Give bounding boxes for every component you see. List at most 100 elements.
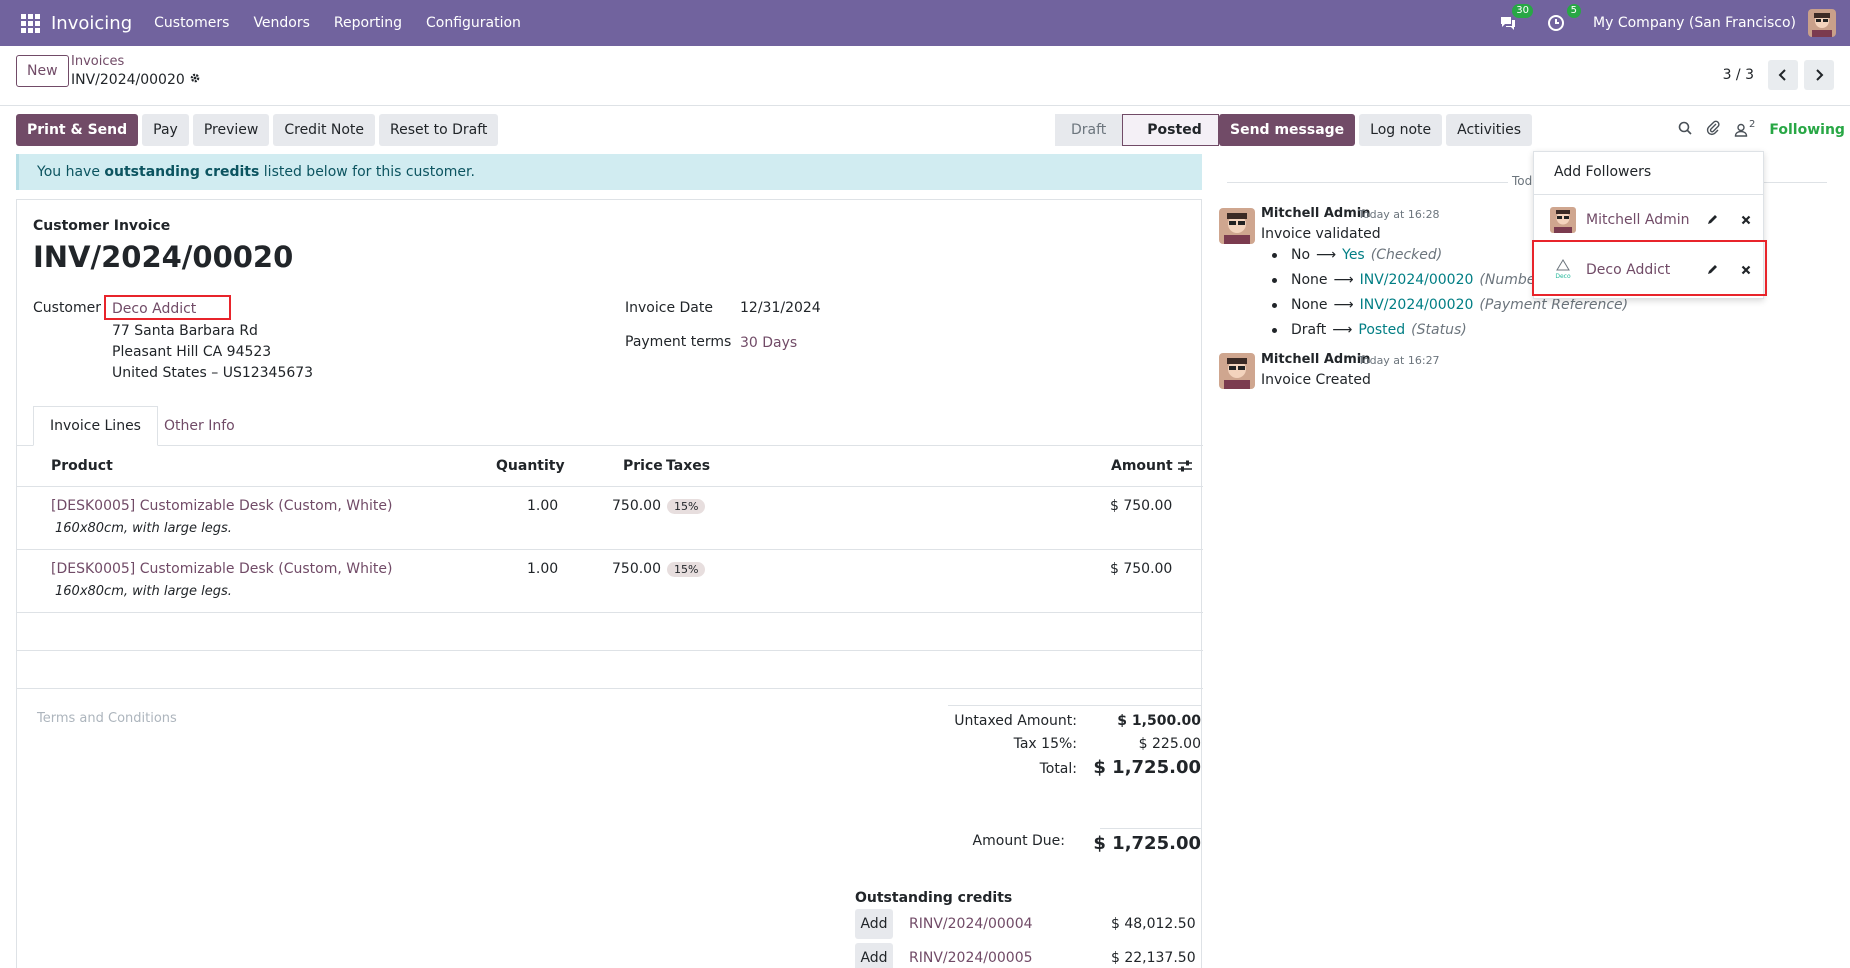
activity-clock-icon[interactable]: 5 [1545, 4, 1582, 34]
follower-name[interactable]: Mitchell Admin [1586, 212, 1690, 228]
menu-vendors[interactable]: Vendors [253, 15, 310, 31]
tracking-old: No [1291, 247, 1311, 263]
line-1-quantity[interactable]: 1.00 [527, 498, 559, 514]
line-1-amount: $ 750.00 [1110, 498, 1173, 514]
status-bar: Draft Posted [1055, 114, 1219, 146]
message-author-avatar[interactable] [1219, 208, 1255, 244]
credit-note-button[interactable]: Credit Note [273, 114, 376, 146]
tab-invoice-lines[interactable]: Invoice Lines [33, 406, 158, 446]
amount-due-separator [1100, 828, 1202, 829]
invoice-sheet: Customer Invoice INV/2024/00020 Customer… [16, 199, 1203, 968]
breadcrumb-current-label: INV/2024/00020 [71, 72, 185, 88]
reset-to-draft-button[interactable]: Reset to Draft [379, 114, 499, 146]
add-credit-button-1[interactable]: Add [855, 909, 893, 939]
breadcrumb-invoices[interactable]: Invoices [71, 54, 125, 69]
pager: 3 / 3 [1723, 60, 1834, 90]
menu-reporting[interactable]: Reporting [333, 15, 402, 31]
message-time: Today at 16:28 [1358, 208, 1440, 221]
amount-due-label: Amount Due: [972, 833, 1065, 849]
following-button[interactable]: Following [1769, 122, 1845, 138]
log-note-button[interactable]: Log note [1359, 114, 1443, 146]
line-2-amount: $ 750.00 [1110, 561, 1173, 577]
line-2-price[interactable]: 750.00 [612, 561, 661, 577]
message-author[interactable]: Mitchell Admin [1261, 206, 1371, 221]
line-2-tax-tag[interactable]: 15% [667, 562, 706, 577]
payment-terms-value[interactable]: 30 Days [740, 335, 798, 351]
follower-name[interactable]: Deco Addict [1586, 262, 1671, 278]
new-button[interactable]: New [16, 55, 69, 87]
menu-configuration[interactable]: Configuration [425, 15, 521, 31]
line-2-product[interactable]: [DESK0005] Customizable Desk (Custom, Wh… [51, 561, 393, 577]
col-product[interactable]: Product [51, 458, 113, 474]
credit-ref-1[interactable]: RINV/2024/00004 [909, 916, 1033, 932]
tab-other-info[interactable]: Other Info [164, 418, 235, 434]
line-1-product[interactable]: [DESK0005] Customizable Desk (Custom, Wh… [51, 498, 393, 514]
followers-dropdown: Add Followers Mitchell Admin Deco Deco A… [1533, 151, 1764, 299]
amount-due-value: $ 1,725.00 [1093, 833, 1201, 854]
line-1-price[interactable]: 750.00 [612, 498, 661, 514]
customer-link[interactable]: Deco Addict [112, 301, 197, 317]
notebook-tabs: Invoice Lines Other Info [17, 406, 1203, 446]
message-time: Today at 16:27 [1358, 354, 1440, 367]
message-author[interactable]: Mitchell Admin [1261, 352, 1371, 367]
pager-next-button[interactable] [1804, 60, 1834, 90]
line-2-quantity[interactable]: 1.00 [527, 561, 559, 577]
credit-amount-2: $ 22,137.50 [1111, 950, 1196, 966]
stage-posted[interactable]: Posted [1122, 114, 1219, 146]
remove-close-icon[interactable] [1729, 215, 1763, 225]
control-panel: New Invoices INV/2024/00020 3 / 3 [0, 46, 1850, 106]
alert-bold: outstanding credits [104, 164, 260, 180]
search-icon[interactable] [1678, 121, 1692, 139]
add-credit-button-2[interactable]: Add [855, 943, 893, 968]
message-author-avatar[interactable] [1219, 353, 1255, 389]
total-label: Total: [1039, 761, 1077, 777]
edit-pencil-icon[interactable] [1695, 264, 1729, 276]
followers-icon[interactable]: 2 [1734, 119, 1755, 137]
chatter-buttons: Send message Log note Activities [1219, 114, 1536, 146]
terms-and-conditions-field[interactable]: Terms and Conditions [37, 711, 177, 726]
bullet [1272, 277, 1277, 283]
column-settings-icon[interactable] [1177, 459, 1193, 477]
gear-icon[interactable] [189, 72, 201, 88]
follower-item[interactable]: Mitchell Admin [1534, 197, 1763, 243]
credit-ref-2[interactable]: RINV/2024/00005 [909, 950, 1033, 966]
document-type: Customer Invoice [33, 218, 171, 234]
preview-button[interactable]: Preview [192, 114, 270, 146]
company-switcher[interactable]: My Company (San Francisco) [1593, 15, 1796, 31]
pay-button[interactable]: Pay [142, 114, 189, 146]
follower-item[interactable]: Deco Deco Addict [1534, 247, 1763, 293]
tracking-field: (Status) [1411, 322, 1467, 338]
col-price[interactable]: Price [623, 458, 663, 474]
add-followers-item[interactable]: Add Followers [1554, 164, 1652, 180]
followers-count: 2 [1749, 119, 1756, 130]
col-amount[interactable]: Amount [1111, 458, 1173, 474]
pager-value[interactable]: 3 / 3 [1722, 67, 1754, 83]
app-menu-icon[interactable] [17, 10, 43, 36]
tracking-line-payment-ref: None ⟶ INV/2024/00020 (Payment Reference… [1272, 297, 1628, 313]
paperclip-icon[interactable] [1706, 120, 1720, 140]
pager-previous-button[interactable] [1768, 60, 1798, 90]
invoice-number: INV/2024/00020 [33, 240, 294, 274]
send-message-button[interactable]: Send message [1219, 114, 1356, 146]
line-1-tax-tag[interactable]: 15% [667, 499, 706, 514]
alert-suffix: listed below for this customer. [259, 164, 475, 180]
arrow-right-icon: ⟶ [1316, 247, 1337, 263]
outstanding-credits-title: Outstanding credits [855, 890, 1013, 906]
untaxed-amount-label: Untaxed Amount: [954, 713, 1077, 729]
app-name[interactable]: Invoicing [51, 12, 133, 34]
follower-highlight [1532, 240, 1767, 296]
invoice-date-value[interactable]: 12/31/2024 [740, 300, 821, 316]
menu-customers[interactable]: Customers [154, 15, 230, 31]
row-separator [17, 612, 1203, 613]
user-avatar[interactable] [1808, 9, 1836, 37]
messaging-icon[interactable]: 30 [1497, 4, 1534, 34]
col-taxes[interactable]: Taxes [666, 458, 711, 474]
print-send-button[interactable]: Print & Send [16, 114, 139, 146]
col-quantity[interactable]: Quantity [496, 458, 565, 474]
tracking-field: (Checked) [1370, 247, 1443, 263]
remove-close-icon[interactable] [1729, 265, 1763, 275]
activities-button[interactable]: Activities [1446, 114, 1533, 146]
edit-pencil-icon[interactable] [1695, 214, 1729, 226]
stage-draft[interactable]: Draft [1055, 114, 1123, 146]
tracking-line-number: None ⟶ INV/2024/00020 (Number) [1272, 272, 1547, 288]
